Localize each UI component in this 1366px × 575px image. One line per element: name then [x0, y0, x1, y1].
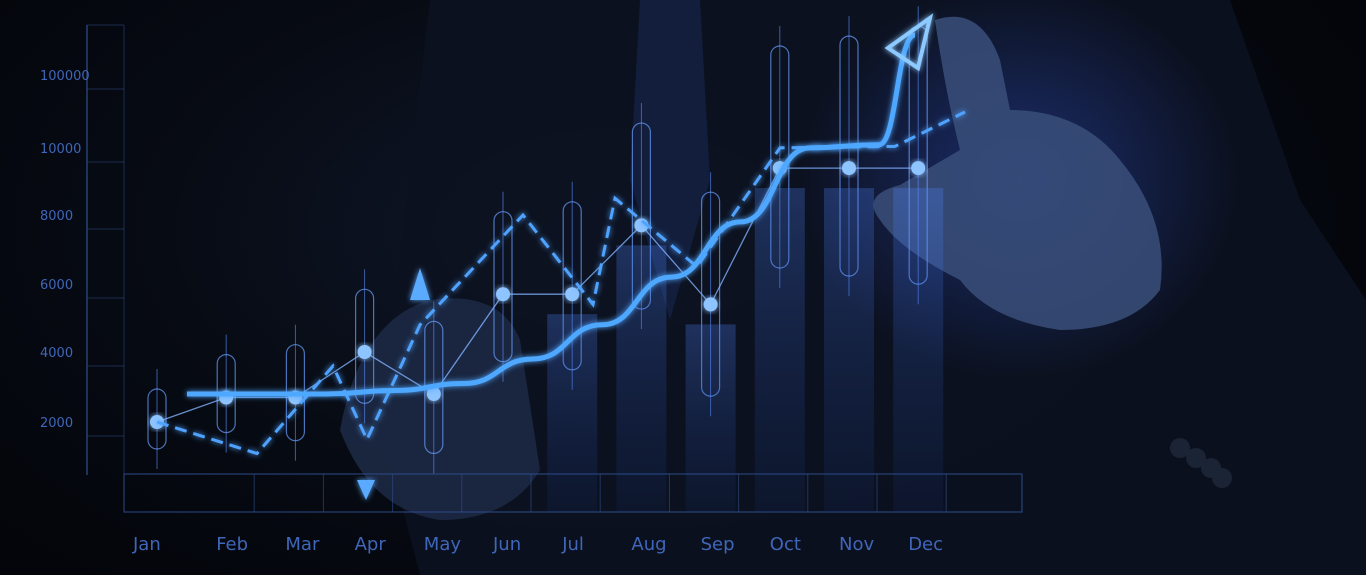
x-tick-label: Mar — [285, 534, 320, 555]
series-line-thin — [156, 167, 919, 423]
y-tick-label: 6000 — [40, 278, 73, 293]
x-tick-label: Oct — [770, 534, 801, 555]
bar — [754, 188, 805, 512]
data-point — [911, 161, 926, 176]
sleeve-buttons — [1170, 438, 1232, 488]
bar — [616, 245, 667, 512]
x-tick-label: Nov — [839, 534, 874, 555]
data-point — [842, 161, 856, 176]
x-tick-label: Sep — [701, 534, 735, 555]
x-tick-label: Feb — [216, 534, 248, 555]
data-point — [703, 297, 718, 312]
x-tick-label: Dec — [908, 534, 943, 555]
bar — [685, 324, 736, 512]
bar — [824, 188, 874, 512]
data-point — [357, 345, 372, 359]
x-tick-label: Jan — [132, 534, 161, 555]
x-tick-label: Jul — [561, 534, 584, 555]
x-axis-labels: Jan Feb Mar Apr May Jun Jul Aug Sep Oct Nov Dec — [132, 534, 943, 555]
y-tick-label: 2000 — [40, 416, 73, 431]
arrowhead-down — [357, 480, 375, 500]
series-line-dashed — [156, 110, 966, 456]
series-layer — [150, 13, 966, 500]
right-hand — [873, 16, 1162, 331]
y-tick-label: 10000 — [40, 142, 81, 157]
x-tick-label: Apr — [355, 534, 387, 555]
y-tick-label: 4000 — [40, 346, 73, 361]
x-tick-label: Jun — [492, 534, 521, 555]
growth-curve — [187, 32, 917, 397]
bar — [893, 188, 944, 512]
bar — [547, 314, 598, 512]
candle-body — [493, 211, 513, 363]
y-tick-label: 100000 — [40, 69, 90, 84]
growth-arrowhead — [884, 13, 934, 72]
left-hand — [340, 298, 540, 520]
data-point — [426, 387, 441, 401]
candle-body — [355, 288, 375, 404]
data-point — [565, 287, 580, 302]
x-tick-label: Aug — [631, 534, 666, 555]
arrowhead-up — [410, 268, 430, 300]
bar-layer — [547, 188, 944, 512]
y-axis-labels: 2000 4000 6000 8000 10000 100000 — [40, 69, 90, 431]
data-point — [496, 287, 510, 302]
y-tick-label: 8000 — [40, 209, 73, 224]
x-tick-label: May — [424, 534, 462, 555]
